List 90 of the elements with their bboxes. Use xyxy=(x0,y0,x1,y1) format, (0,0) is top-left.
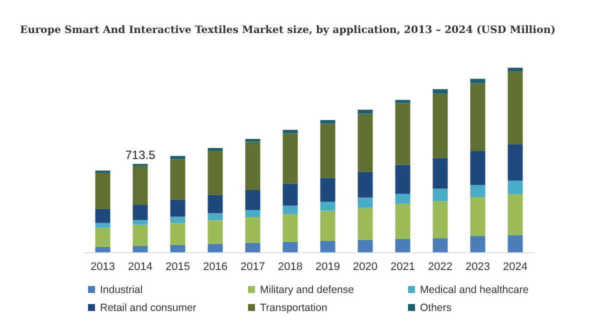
bar xyxy=(282,206,298,214)
bar xyxy=(358,208,373,240)
bar xyxy=(282,214,298,242)
bar xyxy=(395,194,410,204)
bar xyxy=(358,198,373,208)
bar xyxy=(508,72,523,144)
legend-label: Transportation xyxy=(260,302,328,314)
bar xyxy=(208,220,223,244)
x-tick-label: 2017 xyxy=(240,261,265,273)
bar xyxy=(358,114,373,172)
bar xyxy=(470,83,486,151)
bar xyxy=(432,94,448,158)
bar xyxy=(282,184,298,206)
bar xyxy=(245,190,260,210)
bar xyxy=(470,78,486,84)
bar xyxy=(470,236,486,253)
x-tick-label: 2024 xyxy=(503,261,528,273)
bar xyxy=(282,130,298,134)
bar xyxy=(432,89,448,94)
bar xyxy=(320,202,336,211)
bar xyxy=(170,222,186,245)
bar xyxy=(170,156,186,160)
legend-label: Others xyxy=(420,302,452,314)
bar xyxy=(395,100,410,104)
bar xyxy=(508,235,523,253)
bar xyxy=(132,204,148,220)
bar xyxy=(282,242,298,253)
annotation: 713.5 xyxy=(125,148,156,162)
legend-label: Industrial xyxy=(100,284,143,296)
bar xyxy=(358,110,373,114)
bar xyxy=(95,222,110,228)
legend-label: Retail and consumer xyxy=(100,302,197,314)
bar xyxy=(470,197,486,236)
bar xyxy=(508,144,523,181)
x-tick-label: 2013 xyxy=(90,261,115,273)
bar xyxy=(395,204,410,240)
legend-label: Medical and healthcare xyxy=(420,284,529,296)
x-tick-label: 2016 xyxy=(203,261,228,273)
chart-title: Europe Smart And Interactive Textiles Market size, by application, 2013 – 2024 (USD Million) xyxy=(20,24,556,36)
bar xyxy=(208,213,223,220)
bar xyxy=(320,240,336,253)
bar xyxy=(132,224,148,246)
bar xyxy=(470,150,486,185)
bar xyxy=(395,103,410,165)
bar xyxy=(358,172,373,198)
bar xyxy=(208,244,223,253)
bar xyxy=(320,124,336,178)
bar xyxy=(432,158,448,189)
bar xyxy=(170,244,186,253)
x-tick-label: 2014 xyxy=(128,261,152,273)
bar xyxy=(245,142,260,190)
bar xyxy=(320,210,336,241)
bar xyxy=(320,120,336,124)
bar xyxy=(508,68,523,72)
x-tick-label: 2023 xyxy=(466,261,490,273)
bar xyxy=(245,216,260,243)
bar xyxy=(170,159,186,200)
bar xyxy=(432,238,448,253)
bar xyxy=(95,172,110,209)
bar xyxy=(508,180,523,194)
bar xyxy=(170,200,186,217)
bar xyxy=(282,133,298,184)
bar xyxy=(470,184,486,198)
x-tick-label: 2021 xyxy=(390,261,415,273)
x-tick-label: 2018 xyxy=(278,261,302,273)
bar xyxy=(132,246,148,253)
x-tick-label: 2015 xyxy=(166,261,190,273)
bar xyxy=(208,194,223,214)
bar xyxy=(432,188,448,202)
bar xyxy=(95,246,110,253)
x-tick-label: 2022 xyxy=(428,261,452,273)
bar xyxy=(320,178,336,202)
bar xyxy=(245,210,260,217)
x-tick-label: 2020 xyxy=(353,261,378,273)
bar xyxy=(208,148,223,151)
bar xyxy=(245,138,260,142)
bar xyxy=(358,240,373,253)
bar xyxy=(95,228,110,247)
bar xyxy=(208,150,223,195)
bar xyxy=(95,208,110,223)
bar xyxy=(132,220,148,225)
bar xyxy=(245,242,260,253)
bar xyxy=(170,216,186,223)
x-tick-label: 2019 xyxy=(316,261,340,273)
bar xyxy=(432,201,448,238)
legend-label: Military and defense xyxy=(260,284,354,296)
bar xyxy=(395,164,410,194)
bar xyxy=(508,194,523,236)
bar xyxy=(395,239,410,253)
bar xyxy=(132,166,148,205)
